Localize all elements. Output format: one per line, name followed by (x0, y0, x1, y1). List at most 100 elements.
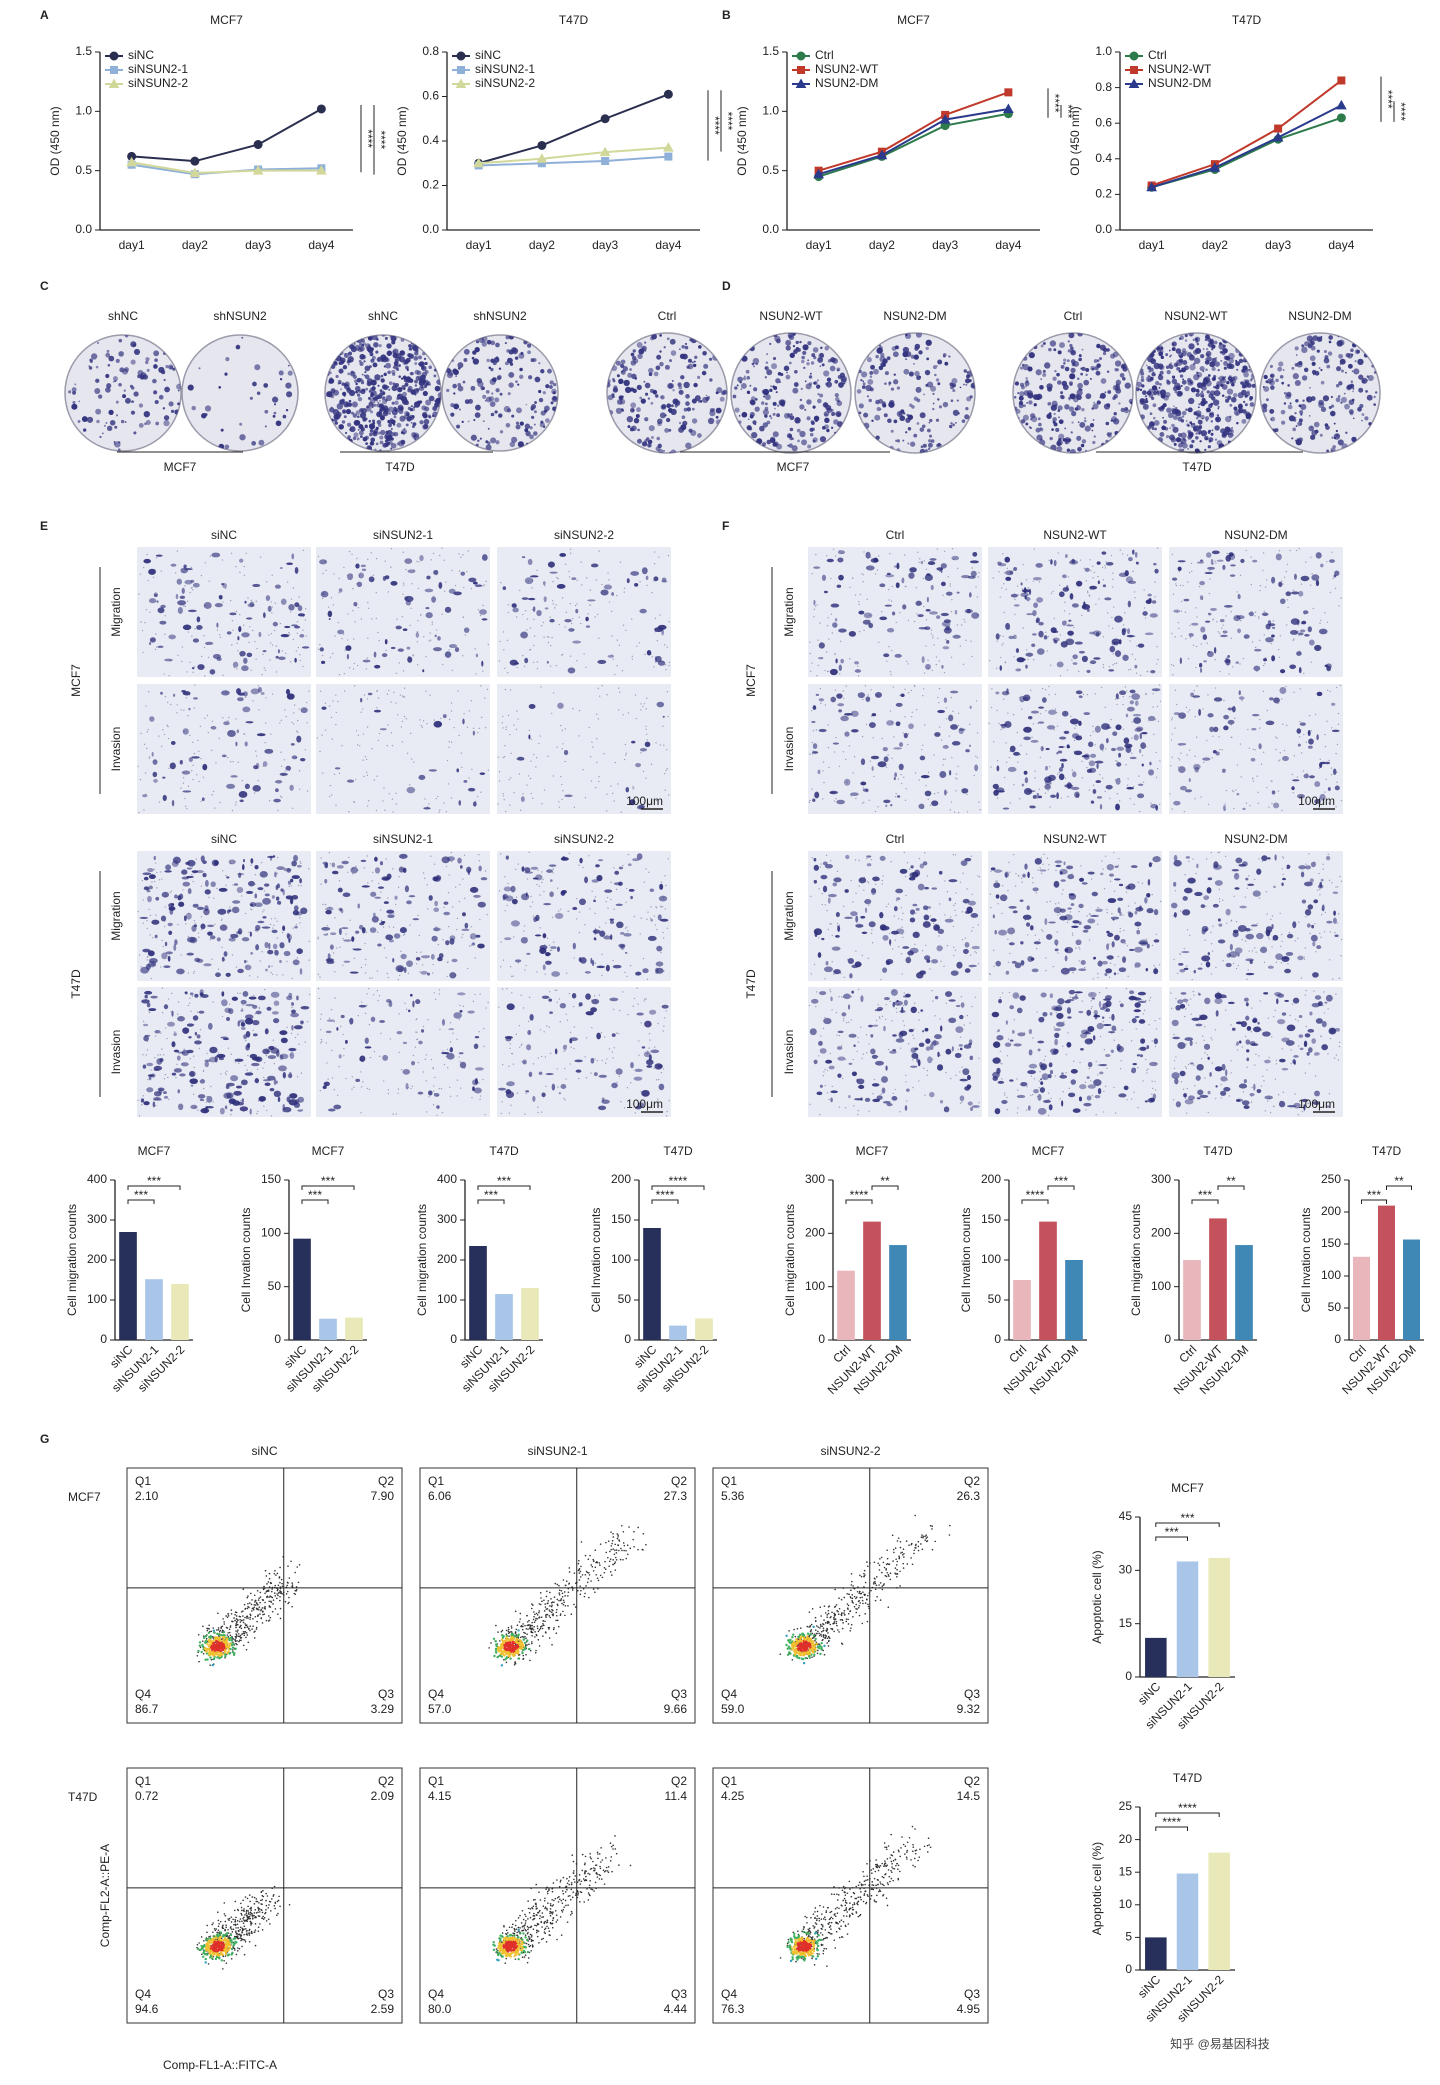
cell (585, 625, 590, 628)
pore (282, 974, 284, 976)
colony (220, 428, 224, 432)
pore (526, 618, 529, 620)
colony (1351, 353, 1354, 356)
pore (296, 957, 299, 959)
cell (272, 943, 278, 950)
pore (458, 734, 460, 737)
pore (505, 728, 507, 731)
colony (670, 350, 677, 356)
colony (1136, 381, 1143, 388)
colony (113, 441, 116, 443)
colony (494, 397, 500, 403)
colony (924, 369, 931, 376)
pore (486, 688, 489, 691)
pore (526, 784, 528, 786)
colony (1296, 437, 1301, 442)
pore (474, 993, 476, 996)
pore (146, 927, 148, 930)
cell (167, 922, 173, 927)
colony (1084, 417, 1087, 420)
colony (955, 422, 957, 424)
cell (398, 866, 405, 873)
colony (102, 432, 104, 435)
cell (149, 637, 156, 643)
colony (341, 420, 346, 424)
colony (1100, 378, 1107, 384)
colony (663, 449, 665, 452)
cell (235, 741, 238, 747)
pore (463, 712, 465, 715)
colony (163, 415, 170, 421)
cell (530, 575, 539, 578)
colony (1172, 426, 1179, 433)
pore (238, 1062, 240, 1065)
cell (245, 1031, 251, 1038)
y-tick-label: 0.2 (422, 178, 439, 192)
pore (220, 1073, 222, 1075)
cell (370, 891, 377, 897)
point (1003, 103, 1014, 113)
y-tick-label: 0.0 (75, 222, 92, 236)
pore (442, 939, 444, 941)
colony (482, 420, 485, 423)
cell (218, 595, 223, 600)
colony (1204, 334, 1210, 340)
colony (97, 394, 103, 399)
colony (1308, 425, 1315, 432)
pore (263, 890, 266, 892)
bar (171, 1284, 189, 1340)
colony (372, 421, 376, 425)
cell (160, 691, 163, 695)
colony (929, 434, 933, 438)
colony (485, 444, 492, 451)
colony (1340, 401, 1343, 404)
cell (460, 571, 466, 576)
pore (158, 879, 161, 881)
colony (1193, 357, 1201, 364)
colony (158, 394, 164, 400)
pore (217, 968, 220, 971)
colony (329, 377, 333, 381)
pore (502, 756, 504, 759)
y-tick-label: 0.5 (75, 163, 92, 177)
colony (282, 414, 287, 419)
pore (409, 624, 411, 627)
cell (571, 577, 577, 581)
pore (149, 756, 151, 758)
colony (1244, 403, 1248, 407)
cell (143, 1023, 149, 1027)
cell (404, 558, 413, 565)
y-tick-label: 0.8 (422, 44, 439, 58)
bar (521, 1288, 539, 1340)
colony (1092, 419, 1095, 421)
pore (450, 797, 453, 799)
colony (380, 374, 384, 378)
x-tick-label: day3 (592, 238, 618, 252)
colony (1294, 346, 1299, 351)
cell (226, 631, 232, 635)
cell (155, 554, 163, 557)
colony (697, 375, 701, 379)
pore (308, 690, 310, 692)
colony (643, 380, 646, 383)
pore (276, 872, 279, 875)
colony (507, 357, 513, 364)
pore (385, 649, 387, 652)
cell (362, 659, 371, 663)
pore (623, 587, 626, 590)
pore (485, 580, 487, 583)
colony (1150, 358, 1157, 365)
colony (1220, 351, 1223, 354)
cell (160, 915, 167, 922)
colony (1078, 354, 1082, 358)
bar (695, 1318, 713, 1340)
pore (463, 586, 465, 589)
significance-bracket (301, 1185, 355, 1190)
colony (796, 428, 801, 433)
cell (159, 620, 167, 625)
pore (271, 693, 274, 695)
cell (326, 1019, 335, 1022)
colony (636, 384, 642, 390)
colony (1204, 378, 1209, 382)
colony (1069, 448, 1076, 453)
